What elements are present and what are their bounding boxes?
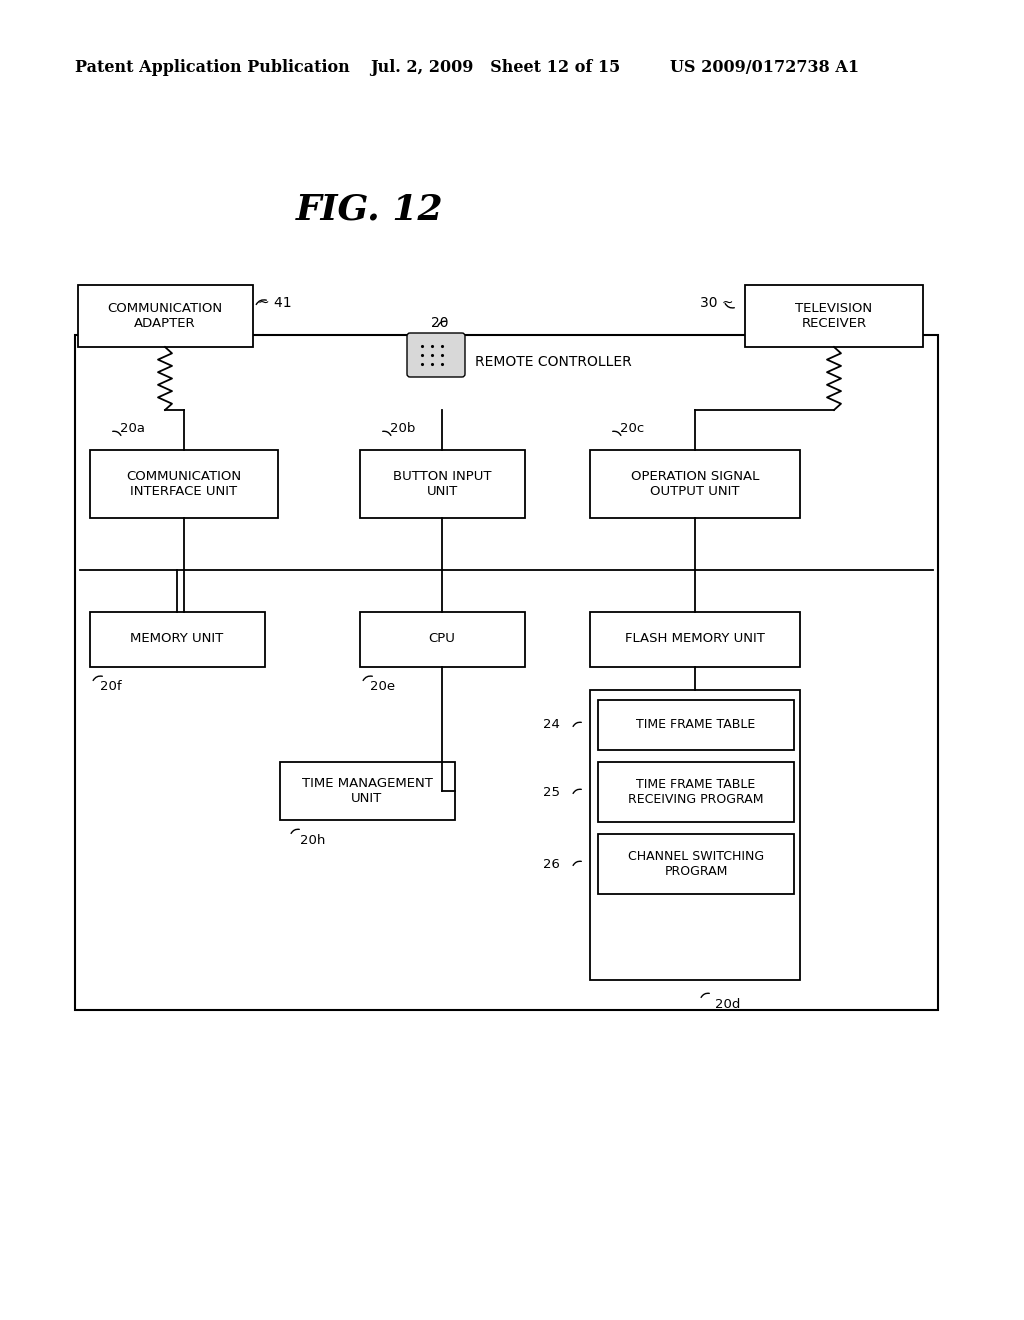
Bar <box>590 450 800 517</box>
Text: 20: 20 <box>431 315 449 330</box>
Text: COMMUNICATION
INTERFACE UNIT: COMMUNICATION INTERFACE UNIT <box>126 470 242 498</box>
Text: TELEVISION
RECEIVER: TELEVISION RECEIVER <box>796 302 872 330</box>
Text: Patent Application Publication: Patent Application Publication <box>75 59 350 77</box>
Bar <box>360 612 525 667</box>
Text: 24: 24 <box>543 718 560 731</box>
Text: 25: 25 <box>543 785 560 799</box>
Text: 26: 26 <box>543 858 560 870</box>
Text: OPERATION SIGNAL
OUTPUT UNIT: OPERATION SIGNAL OUTPUT UNIT <box>631 470 759 498</box>
Text: US 2009/0172738 A1: US 2009/0172738 A1 <box>670 59 859 77</box>
Text: TIME FRAME TABLE
RECEIVING PROGRAM: TIME FRAME TABLE RECEIVING PROGRAM <box>629 777 764 807</box>
Bar <box>360 450 525 517</box>
Text: 20b: 20b <box>390 421 416 434</box>
Bar <box>598 834 794 894</box>
Text: TIME MANAGEMENT
UNIT: TIME MANAGEMENT UNIT <box>301 777 432 805</box>
Text: 20h: 20h <box>300 833 326 846</box>
Text: REMOTE CONTROLLER: REMOTE CONTROLLER <box>475 355 632 370</box>
Text: 20c: 20c <box>620 421 644 434</box>
Text: FLASH MEMORY UNIT: FLASH MEMORY UNIT <box>625 632 765 645</box>
Text: CHANNEL SWITCHING
PROGRAM: CHANNEL SWITCHING PROGRAM <box>628 850 764 878</box>
Text: Jul. 2, 2009   Sheet 12 of 15: Jul. 2, 2009 Sheet 12 of 15 <box>370 59 621 77</box>
Bar <box>90 450 278 517</box>
Text: MEMORY UNIT: MEMORY UNIT <box>130 632 223 645</box>
Text: COMMUNICATION
ADAPTER: COMMUNICATION ADAPTER <box>108 302 222 330</box>
Bar <box>90 612 265 667</box>
Bar <box>78 285 253 347</box>
Text: 20d: 20d <box>715 998 740 1011</box>
Text: 20f: 20f <box>100 681 122 693</box>
Bar <box>745 285 923 347</box>
Text: CPU: CPU <box>429 632 456 645</box>
Text: 20e: 20e <box>370 681 395 693</box>
Bar <box>598 700 794 750</box>
Bar <box>598 762 794 822</box>
Text: 20a: 20a <box>120 421 145 434</box>
FancyBboxPatch shape <box>407 333 465 378</box>
Bar <box>590 612 800 667</box>
Bar <box>75 335 938 1010</box>
Text: FIG. 12: FIG. 12 <box>296 193 443 227</box>
Text: 30 ~: 30 ~ <box>700 296 734 310</box>
Text: TIME FRAME TABLE: TIME FRAME TABLE <box>636 718 756 731</box>
Text: ~ 41: ~ 41 <box>258 296 292 310</box>
Bar <box>590 690 800 979</box>
Text: BUTTON INPUT
UNIT: BUTTON INPUT UNIT <box>393 470 492 498</box>
Bar <box>280 762 455 820</box>
